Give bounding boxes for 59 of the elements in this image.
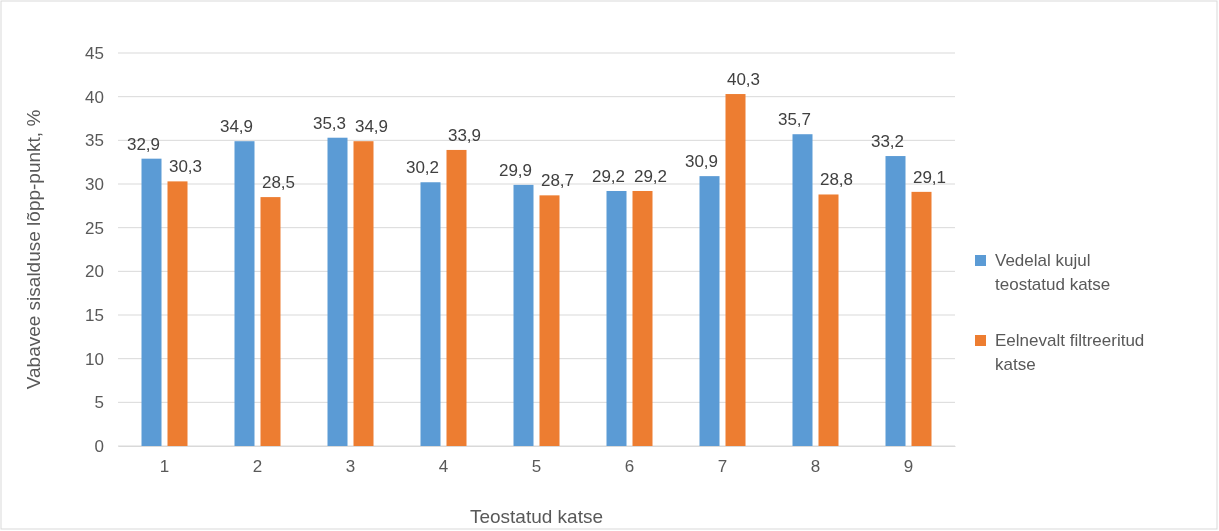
data-label: 28,5 <box>261 173 296 193</box>
y-tick-label: 5 <box>94 393 104 413</box>
x-tick-label: 7 <box>717 457 728 477</box>
y-tick-label: 0 <box>94 436 104 456</box>
data-label: 34,9 <box>219 117 254 137</box>
data-label: 30,2 <box>405 158 440 178</box>
x-tick-label: 1 <box>159 457 170 477</box>
bar <box>539 195 560 446</box>
data-label: 28,8 <box>819 170 854 190</box>
data-label: 33,9 <box>447 125 482 145</box>
x-tick-label: 4 <box>438 457 449 477</box>
y-tick-label: 35 <box>85 131 104 151</box>
data-label: 33,2 <box>870 132 905 152</box>
bar <box>725 94 746 446</box>
legend-label: Vedelal kujul teostatud katse <box>995 251 1111 294</box>
data-label: 35,7 <box>777 110 812 130</box>
y-tick-label: 40 <box>85 87 104 107</box>
bar <box>885 156 906 446</box>
y-axis-title: Vabavee sisalduse lõpp-punkt, % <box>23 109 44 390</box>
data-label: 30,3 <box>168 157 203 177</box>
x-tick-label: 2 <box>252 457 263 477</box>
data-label: 40,3 <box>726 70 761 90</box>
y-tick-label: 25 <box>85 218 104 238</box>
x-axis-title: Teostatud katse <box>469 506 604 527</box>
bar <box>260 197 281 446</box>
y-tick-label: 20 <box>85 262 104 282</box>
bar <box>513 184 534 446</box>
x-tick-label: 5 <box>531 457 542 477</box>
data-label: 35,3 <box>312 113 347 133</box>
y-tick-label: 15 <box>85 305 104 325</box>
bar <box>353 141 374 446</box>
data-label: 30,9 <box>684 152 719 172</box>
data-label: 29,1 <box>912 167 947 187</box>
data-label: 29,2 <box>633 166 668 186</box>
data-label: 32,9 <box>126 134 161 154</box>
data-label: 34,9 <box>354 117 389 137</box>
x-tick-label: 9 <box>903 457 914 477</box>
bar <box>141 158 162 446</box>
bar <box>606 190 627 446</box>
bar <box>699 176 720 446</box>
x-tick-label: 8 <box>810 457 821 477</box>
y-tick-label: 45 <box>85 43 104 63</box>
x-tick-label: 6 <box>624 457 635 477</box>
legend-label: Eelnevalt filtreeritud katse <box>995 331 1145 374</box>
bar <box>818 194 839 446</box>
bar <box>234 141 255 446</box>
x-tick-label: 3 <box>345 457 356 477</box>
data-label: 29,2 <box>591 166 626 186</box>
bar <box>911 191 932 446</box>
data-label: 28,7 <box>540 171 575 191</box>
bar <box>420 182 441 446</box>
bar <box>632 190 653 446</box>
bar <box>446 149 467 446</box>
bar <box>327 137 348 446</box>
bar <box>792 134 813 446</box>
data-label: 29,9 <box>498 160 533 180</box>
bar <box>167 181 188 446</box>
y-tick-label: 30 <box>85 174 104 194</box>
y-tick-label: 10 <box>85 349 104 369</box>
